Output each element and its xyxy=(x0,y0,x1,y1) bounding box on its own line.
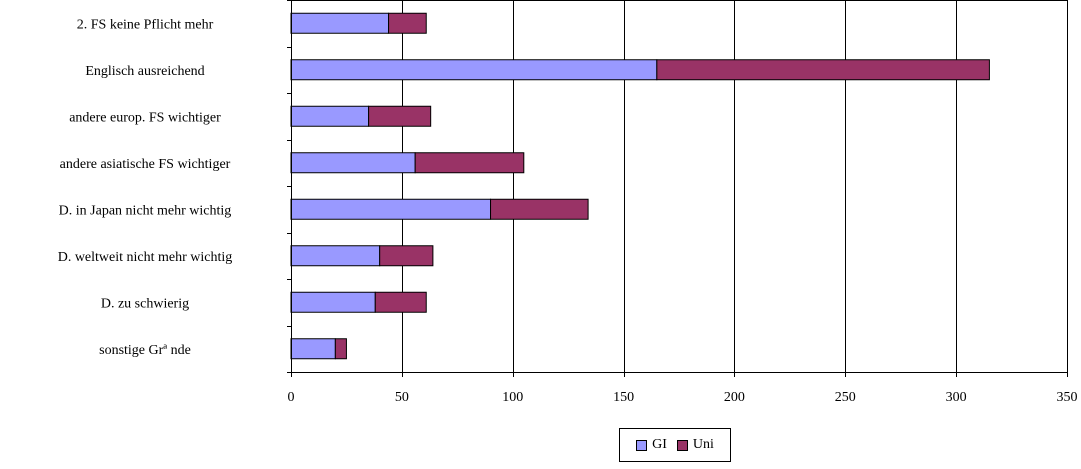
bar-uni xyxy=(414,152,525,174)
bar-uni xyxy=(656,59,990,81)
bar-gi xyxy=(290,338,336,360)
category-label: D. in Japan nicht mehr wichtig xyxy=(59,203,232,218)
axes xyxy=(287,0,1068,377)
legend: GI Uni xyxy=(619,428,731,462)
x-tick-label: 300 xyxy=(946,390,967,405)
category-label: andere europ. FS wichtiger xyxy=(69,110,221,125)
category-label: D. zu schwierig xyxy=(101,296,189,311)
category-label: andere asiatische FS wichtiger xyxy=(60,157,231,172)
bar-uni xyxy=(388,12,427,34)
legend-swatch-gi xyxy=(636,439,648,451)
bar-uni xyxy=(490,198,589,220)
x-tick-label: 200 xyxy=(724,390,745,405)
category-label: sonstige Grª nde xyxy=(99,343,191,358)
bar-uni xyxy=(379,245,434,267)
bar-gi xyxy=(290,198,492,220)
x-tick-label: 50 xyxy=(395,390,409,405)
bar-gi xyxy=(290,105,370,127)
category-label: Englisch ausreichend xyxy=(85,64,204,79)
legend-item-gi: GI xyxy=(636,437,667,453)
bar-uni xyxy=(374,291,427,313)
bar-gi xyxy=(290,245,381,267)
x-tick-label: 150 xyxy=(613,390,634,405)
category-label: 2. FS keine Pflicht mehr xyxy=(77,17,214,32)
legend-swatch-uni xyxy=(676,439,688,451)
x-tick-label: 100 xyxy=(502,390,523,405)
bar-uni xyxy=(368,105,432,127)
x-tick-label: 350 xyxy=(1057,390,1078,405)
legend-label-gi: GI xyxy=(652,437,667,452)
x-tick-labels: 0 50 100 150 200 250 300 350 xyxy=(288,390,1078,405)
bar-gi xyxy=(290,152,416,174)
bar-gi xyxy=(290,12,390,34)
bar-uni xyxy=(334,338,347,360)
bar-gi xyxy=(290,59,658,81)
legend-item-uni: Uni xyxy=(676,437,714,453)
gridlines xyxy=(402,0,1068,372)
category-label: D. weltweit nicht mehr wichtig xyxy=(58,250,233,265)
category-labels: 2. FS keine Pflicht mehr Englisch ausreic… xyxy=(58,17,233,358)
legend-label-uni: Uni xyxy=(692,437,714,452)
bars xyxy=(290,12,990,360)
x-tick-label: 0 xyxy=(288,390,295,405)
x-tick-label: 250 xyxy=(835,390,856,405)
bar-gi xyxy=(290,291,376,313)
